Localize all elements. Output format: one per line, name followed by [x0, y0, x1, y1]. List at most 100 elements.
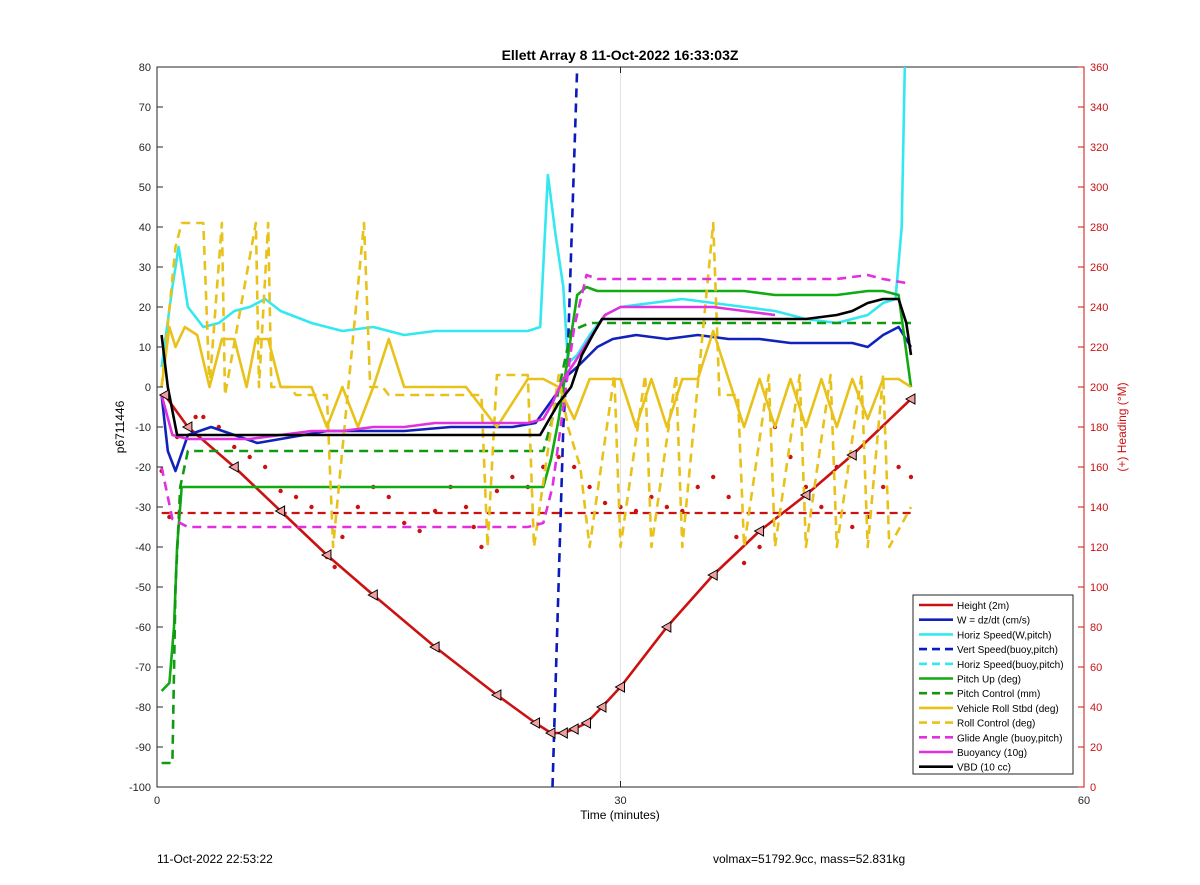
legend-label: Buoyancy (10g)	[957, 748, 1027, 759]
y-tick-label: 40	[139, 222, 151, 234]
legend-label: Pitch Up (deg)	[957, 675, 1021, 686]
x-axis-label: Time (minutes)	[580, 808, 660, 822]
y-tick-label: -60	[135, 622, 151, 634]
footer-timestamp: 11-Oct-2022 22:53:22	[157, 852, 273, 866]
x-tick-label: 30	[614, 795, 626, 807]
series-layer	[158, 66, 916, 788]
y2-tick-label: 220	[1090, 342, 1108, 354]
y-tick-label: 50	[139, 182, 151, 194]
y2-tick-label: 280	[1090, 222, 1108, 234]
legend-label: Glide Angle (buoy,pitch)	[957, 733, 1062, 744]
heading-point	[278, 488, 283, 494]
height-marker	[580, 717, 592, 729]
heading-point	[908, 474, 914, 480]
heading-point	[355, 504, 361, 510]
heading-point	[471, 524, 476, 530]
heading-point	[850, 524, 855, 530]
heading-point	[232, 444, 237, 450]
height-marker	[660, 621, 672, 633]
y2-axis-label: (+) Heading (°M)	[1115, 382, 1129, 471]
heading-point	[819, 504, 824, 510]
chart-title: Ellett Array 8 11-Oct-2022 16:33:03Z	[502, 47, 739, 63]
y-tick-label: -40	[135, 542, 151, 554]
heading-point	[880, 484, 886, 490]
series-line-2	[160, 66, 907, 368]
height-marker	[490, 689, 502, 701]
heading-point	[432, 508, 438, 514]
legend-label: Vehicle Roll Stbd (deg)	[957, 704, 1059, 715]
heading-point	[602, 500, 608, 506]
y2-tick-label: 200	[1090, 382, 1108, 394]
legend-label: Horiz Speed(W,pitch)	[957, 630, 1051, 641]
y-tick-label: -100	[129, 782, 151, 794]
height-marker	[529, 717, 541, 729]
x-tick-label: 60	[1078, 795, 1090, 807]
height-marker	[595, 701, 607, 713]
heading-point	[463, 504, 469, 510]
y-tick-label: -10	[135, 422, 151, 434]
series-line-5	[160, 285, 913, 692]
height-marker	[274, 505, 286, 517]
y-tick-label: 80	[139, 62, 151, 74]
series-line-7	[160, 325, 912, 429]
height-marker	[367, 589, 378, 601]
heading-point	[896, 464, 901, 470]
heading-point	[633, 508, 639, 514]
heading-point	[247, 454, 252, 460]
series-line-8	[160, 221, 913, 549]
legend-label: VBD (10 cc)	[957, 763, 1011, 774]
legend-label: Vert Speed(buoy,pitch)	[957, 645, 1058, 656]
heading-point	[587, 484, 592, 490]
y2-tick-label: 340	[1090, 102, 1108, 114]
height-marker	[181, 421, 193, 433]
height-marker	[904, 393, 916, 405]
y-tick-label: 70	[139, 102, 151, 114]
y-tick-label: -20	[135, 462, 151, 474]
height-marker	[568, 723, 579, 735]
height-marker	[158, 389, 170, 401]
footer-summary: volmax=51792.9cc, mass=52.831kg	[713, 852, 906, 866]
y2-tick-label: 20	[1090, 742, 1102, 754]
legend-label: Pitch Control (mm)	[957, 689, 1040, 700]
y2-tick-label: 120	[1090, 542, 1108, 554]
heading-point	[340, 534, 345, 540]
heading-point	[309, 504, 314, 510]
height-marker	[799, 489, 811, 501]
y2-tick-label: 160	[1090, 462, 1108, 474]
legend-label: W = dz/dt (cm/s)	[957, 616, 1030, 627]
heading-point	[386, 494, 391, 500]
y-tick-label: -80	[135, 702, 151, 714]
axes: 0 30 60-100-90-80-70-60-50-40-30-20-100102…	[129, 62, 1108, 807]
y2-tick-label: 80	[1090, 622, 1102, 634]
y-tick-label: -70	[135, 662, 151, 674]
y2-tick-label: 300	[1090, 182, 1108, 194]
height-marker	[753, 525, 765, 537]
y2-tick-label: 100	[1090, 582, 1108, 594]
heading-point	[417, 528, 422, 534]
heading-point	[332, 564, 337, 570]
height-marker	[707, 569, 718, 581]
height-marker	[429, 641, 440, 653]
legend: Height (2m) W = dz/dt (cm/s) Horiz Speed(W…	[912, 594, 1074, 775]
heading-point	[510, 474, 515, 480]
y-tick-label: 10	[139, 342, 151, 354]
y-tick-label: 30	[139, 262, 151, 274]
heading-point	[726, 494, 731, 500]
heading-point	[293, 494, 299, 500]
height-marker	[320, 549, 332, 561]
series-line-10	[160, 305, 776, 441]
heading-point	[734, 534, 739, 540]
heading-point	[695, 484, 700, 490]
y-tick-label: -50	[135, 582, 151, 594]
y-tick-label: 20	[139, 302, 151, 314]
height-marker	[846, 449, 857, 461]
heading-point	[262, 464, 268, 470]
y-tick-label: -90	[135, 742, 151, 754]
series-line-3	[551, 66, 579, 788]
y2-tick-label: 60	[1090, 662, 1102, 674]
legend-label: Height (2m)	[957, 601, 1009, 612]
series-line-6	[161, 321, 911, 765]
heading-point	[664, 504, 670, 510]
y2-tick-label: 360	[1090, 62, 1108, 74]
